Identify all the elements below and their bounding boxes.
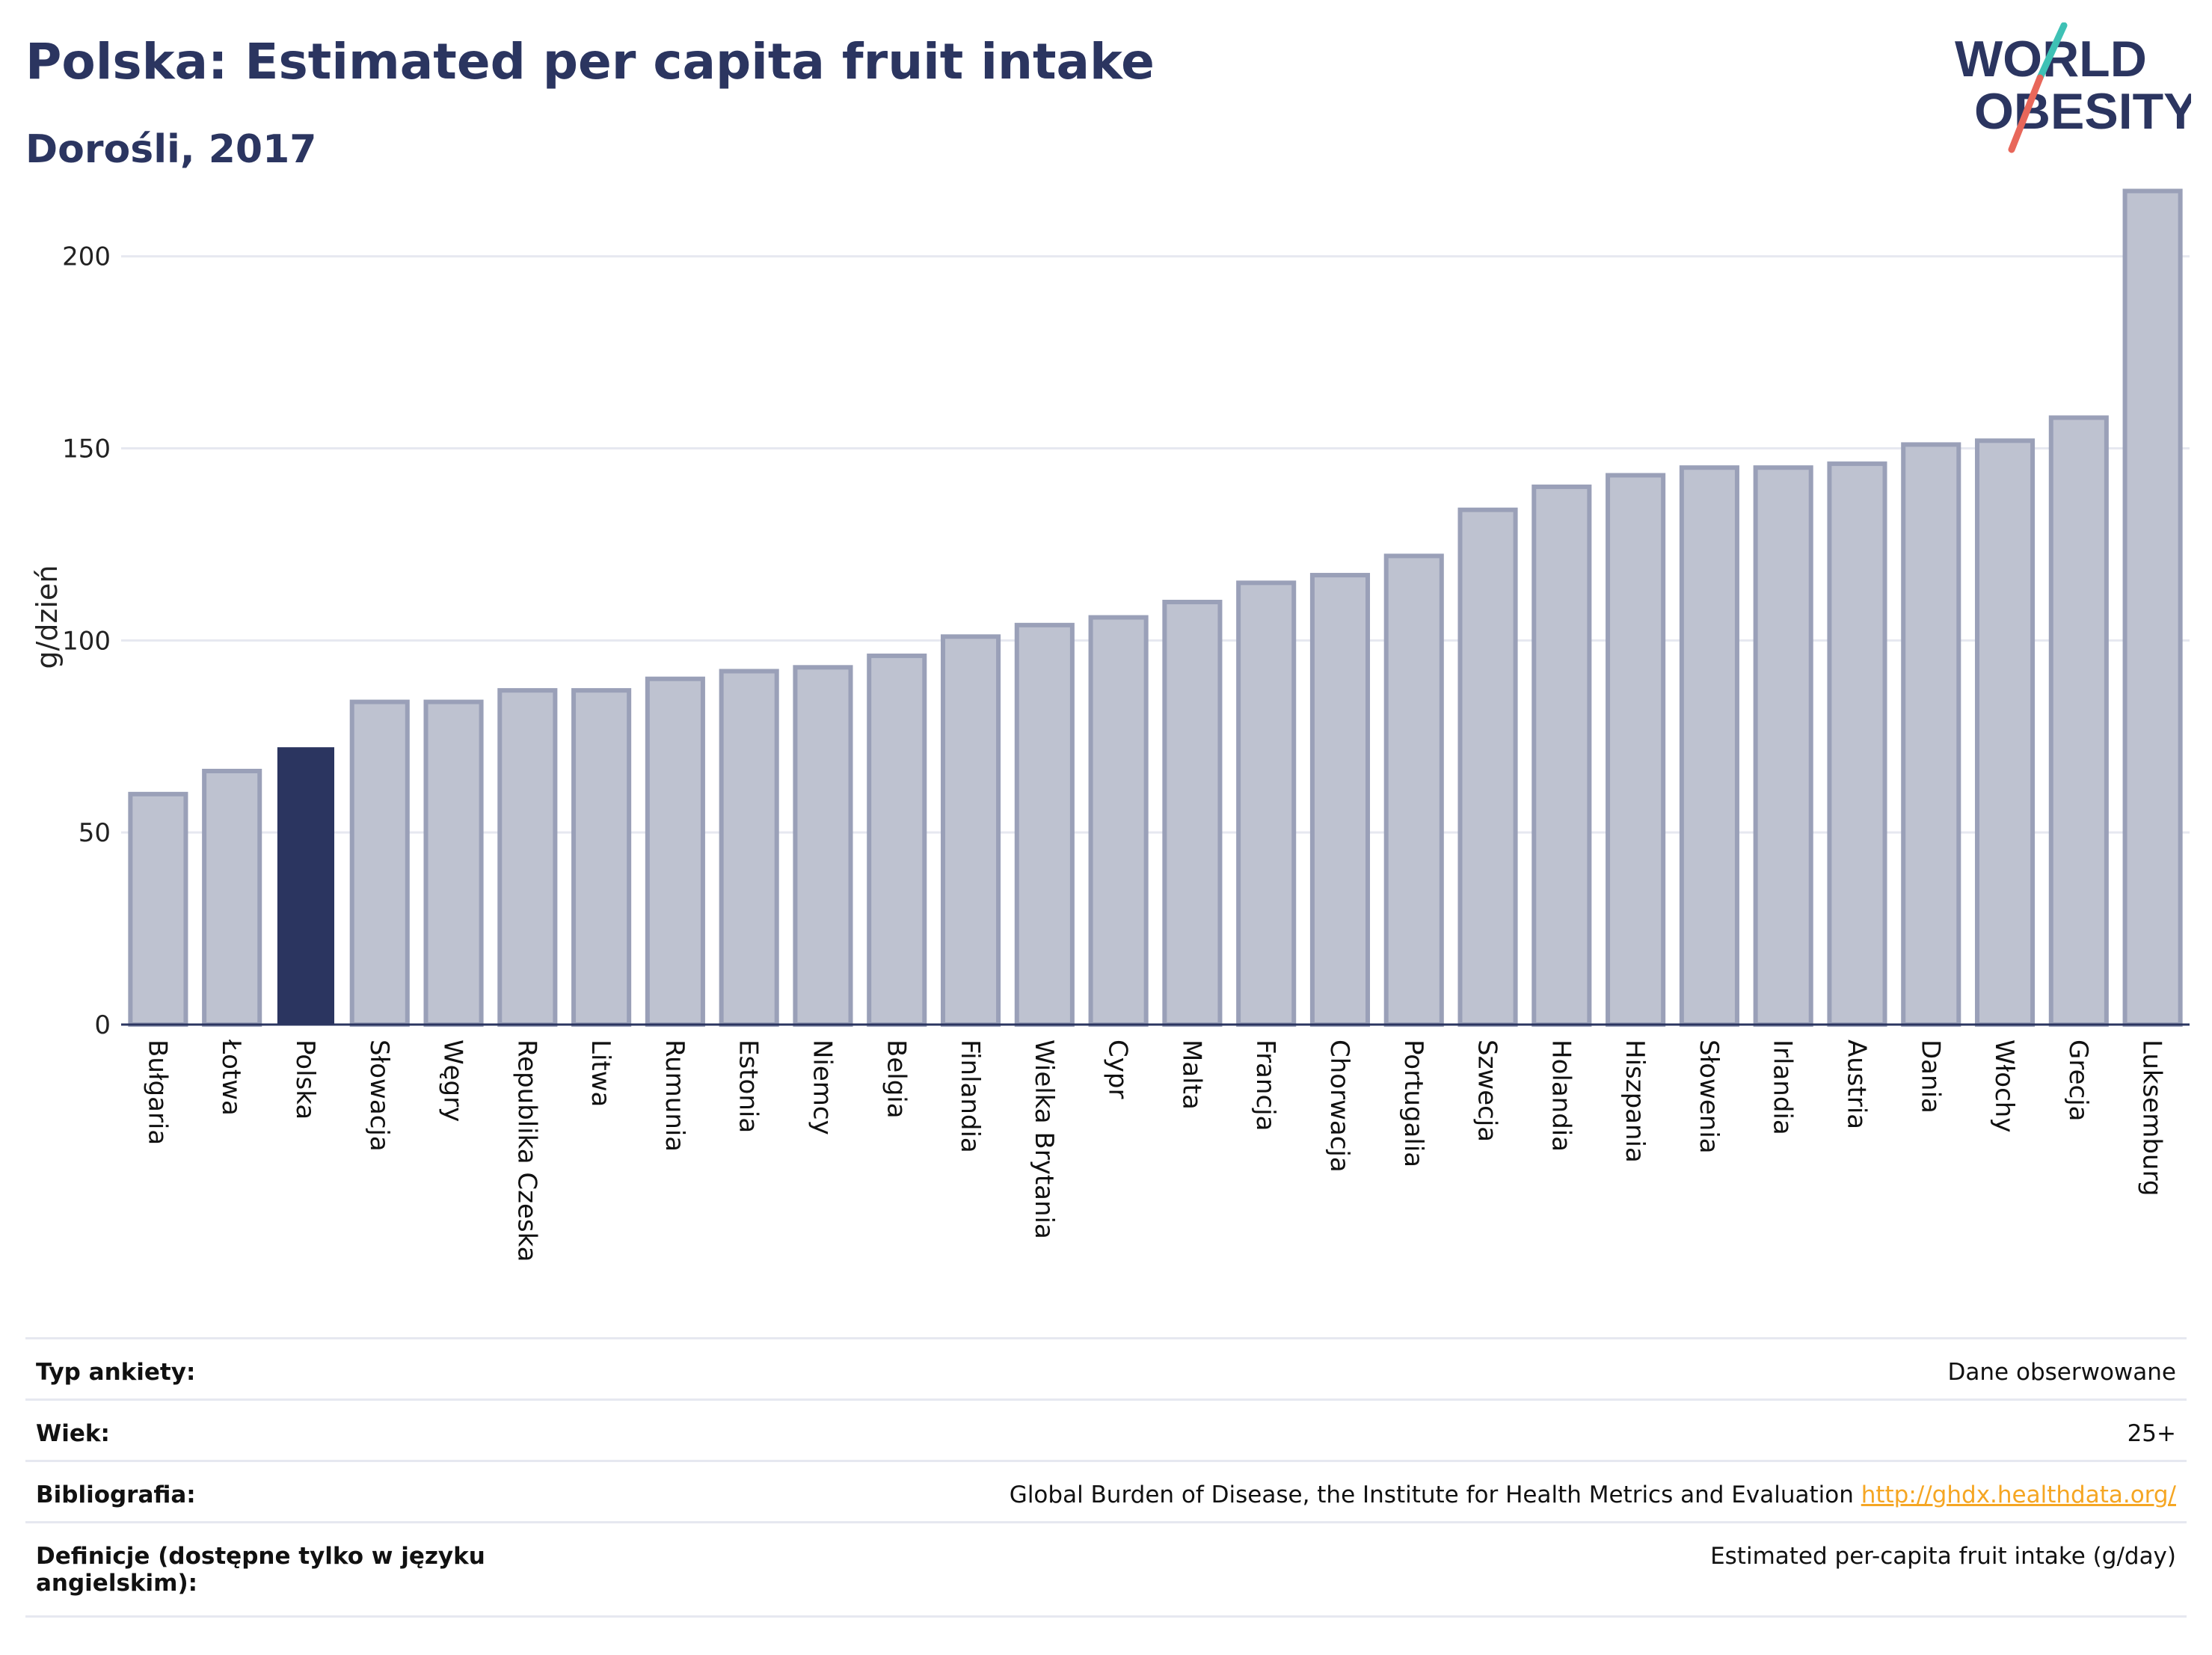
- bar-finlandia: [940, 634, 1001, 1027]
- x-tick-label: Litwa: [586, 1040, 615, 1107]
- metadata-value: Global Burden of Disease, the Institute …: [1010, 1481, 2176, 1508]
- metadata-value-text: Global Burden of Disease, the Institute …: [1009, 1481, 1854, 1508]
- x-tick-label: Finlandia: [955, 1040, 985, 1153]
- bar-łotwa: [202, 769, 262, 1027]
- x-tick-label: Luksemburg: [2137, 1040, 2167, 1196]
- bar-węgry: [423, 699, 484, 1028]
- chart-title: Polska: Estimated per capita fruit intak…: [25, 33, 1155, 90]
- metadata-label: Definicje (dostępne tylko w języku angie…: [36, 1543, 485, 1597]
- bar-austria: [1827, 461, 1887, 1027]
- bar-luksemburg: [2122, 188, 2183, 1028]
- metadata-row: Wiek: 25+: [25, 1401, 2187, 1462]
- metadata-row: Definicje (dostępne tylko w języku angie…: [25, 1523, 2187, 1618]
- x-tick-label: Słowenia: [1694, 1040, 1724, 1154]
- metadata-label: Wiek:: [36, 1420, 110, 1447]
- x-tick-label: Bułgaria: [142, 1040, 172, 1145]
- x-tick-label: Węgry: [438, 1040, 468, 1122]
- x-tick-label: Irlandia: [1768, 1040, 1798, 1135]
- x-tick-label: Słowacja: [364, 1040, 394, 1152]
- x-tick-label: Rumunia: [660, 1040, 689, 1152]
- bar-belgia: [867, 653, 927, 1028]
- x-tick-label: Szwecja: [1472, 1040, 1502, 1142]
- source-link[interactable]: http://ghdx.healthdata.org/: [1861, 1481, 2176, 1508]
- x-tick-label: Dania: [1915, 1040, 1945, 1114]
- logo-accent-coral: [2008, 74, 2044, 153]
- x-tick-label: Chorwacja: [1324, 1040, 1354, 1173]
- x-tick-label: Belgia: [881, 1040, 911, 1119]
- x-tick-label: Portugalia: [1398, 1040, 1428, 1167]
- x-tick-label: Włochy: [1989, 1040, 2019, 1132]
- bar-irlandia: [1753, 465, 1813, 1027]
- bar-dania: [1901, 442, 1961, 1027]
- metadata-row: Bibliografia: Global Burden of Disease, t…: [25, 1462, 2187, 1523]
- x-tick-label: Republika Czeska: [511, 1040, 541, 1262]
- x-tick-label: Holandia: [1546, 1040, 1576, 1152]
- y-axis-label: g/dzień: [31, 565, 64, 669]
- x-tick-label: Łotwa: [216, 1039, 246, 1116]
- metadata-value-text: Estimated per-capita fruit intake (g/day…: [1710, 1543, 2176, 1570]
- metadata-value-text: Dane obserwowane: [1947, 1359, 2176, 1386]
- world-obesity-logo: WORLD OBESITY: [1955, 22, 2191, 153]
- x-tick-label: Austria: [1841, 1040, 1871, 1129]
- metadata-label: Bibliografia:: [36, 1481, 196, 1508]
- y-tick-label: 150: [62, 435, 111, 464]
- bar-estonia: [719, 669, 779, 1027]
- x-tick-label: Niemcy: [807, 1040, 837, 1135]
- bar-chorwacja: [1309, 573, 1371, 1027]
- bar-rumunia: [645, 676, 705, 1028]
- bar-holandia: [1531, 484, 1592, 1027]
- bar-francja: [1236, 580, 1297, 1027]
- bar-litwa: [571, 688, 632, 1027]
- y-tick-label: 50: [79, 818, 111, 848]
- bar-republika-czeska: [497, 688, 558, 1027]
- bar-wielka-brytania: [1014, 622, 1075, 1027]
- bar-włochy: [1974, 438, 2036, 1027]
- chart-subtitle: Dorośli, 2017: [25, 127, 317, 172]
- metadata-table: Typ ankiety: Dane obserwowane Wiek: 25+ Bibl…: [25, 1337, 2187, 1618]
- bar-chart: 0 50 100 150 200 g/dzień Bułgaria Łotwa Polska Sł…: [31, 188, 2190, 1262]
- x-tick-label: Polska: [290, 1040, 320, 1120]
- logo-line2: OBESITY: [1974, 83, 2191, 140]
- bar-malta: [1162, 600, 1223, 1027]
- metadata-label: Typ ankiety:: [36, 1359, 196, 1386]
- x-tick-label: Malta: [1176, 1040, 1206, 1110]
- bar-słowenia: [1679, 465, 1739, 1027]
- y-tick-label: 100: [62, 626, 111, 656]
- metadata-value: Estimated per-capita fruit intake (g/day…: [1710, 1543, 2176, 1570]
- metadata-value: 25+: [2127, 1420, 2176, 1447]
- bar-polska: [277, 747, 335, 1025]
- metadata-value: Dane obserwowane: [1948, 1359, 2176, 1386]
- bar-bułgaria: [128, 791, 188, 1028]
- x-tick-label: Francja: [1250, 1040, 1280, 1131]
- bar-grecja: [2048, 415, 2109, 1027]
- y-tick-label: 200: [62, 242, 111, 272]
- x-tick-label: Hiszpania: [1620, 1040, 1650, 1163]
- y-tick-label: 0: [94, 1010, 111, 1040]
- bar-słowacja: [349, 699, 410, 1028]
- bar-szwecja: [1457, 507, 1518, 1027]
- x-tick-label: Estonia: [734, 1040, 764, 1133]
- bar-portugalia: [1383, 553, 1444, 1027]
- bar-hiszpania: [1606, 473, 1666, 1027]
- bar-cypr: [1088, 615, 1149, 1027]
- bar-niemcy: [793, 665, 853, 1027]
- x-tick-label: Grecja: [2063, 1040, 2093, 1121]
- metadata-value-text: 25+: [2127, 1420, 2176, 1447]
- x-tick-label: Wielka Brytania: [1029, 1040, 1059, 1239]
- logo-accent-teal: [2036, 22, 2068, 82]
- x-tick-label: Cypr: [1103, 1040, 1133, 1099]
- metadata-row: Typ ankiety: Dane obserwowane: [25, 1339, 2187, 1401]
